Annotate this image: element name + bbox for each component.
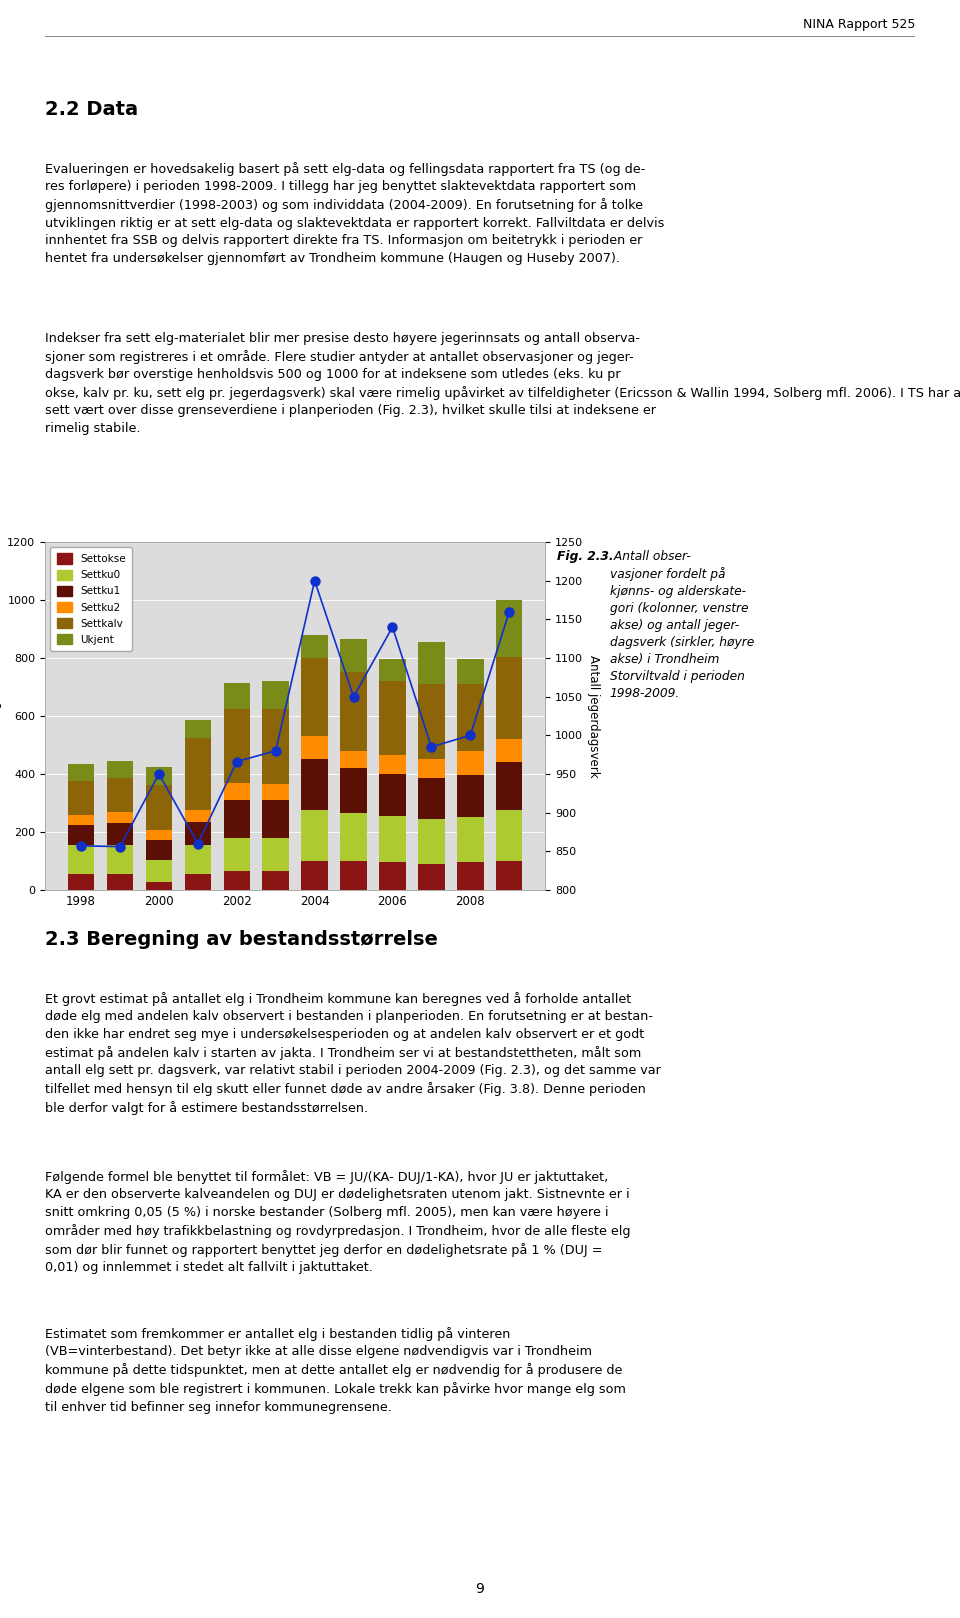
Bar — [379, 862, 406, 890]
Bar — [146, 767, 172, 785]
Bar — [107, 778, 133, 812]
Text: Antall obser-
vasjoner fordelt på
kjønns- og alderskate-
gori (kolonner, venstre: Antall obser- vasjoner fordelt på kjønns… — [610, 550, 754, 701]
Bar — [457, 684, 484, 751]
Bar — [457, 751, 484, 775]
Bar — [107, 845, 133, 874]
Bar — [341, 673, 367, 751]
Bar — [496, 762, 522, 811]
Bar — [379, 756, 406, 773]
Bar — [262, 709, 289, 785]
Bar — [419, 864, 444, 890]
Bar — [146, 861, 172, 882]
Bar — [379, 660, 406, 681]
Bar — [107, 812, 133, 824]
Bar — [419, 778, 444, 819]
Bar — [146, 882, 172, 890]
Legend: Settokse, Settku0, Settku1, Settku2, Settkalv, Ukjent: Settokse, Settku0, Settku1, Settku2, Set… — [50, 547, 132, 650]
Bar — [184, 811, 211, 822]
Y-axis label: Antall elg sett: Antall elg sett — [0, 675, 2, 757]
Bar — [496, 600, 522, 657]
Bar — [419, 684, 444, 759]
Bar — [301, 634, 328, 659]
Bar — [379, 815, 406, 862]
Bar — [262, 870, 289, 890]
Bar — [419, 819, 444, 864]
Text: 9: 9 — [475, 1582, 485, 1595]
Text: Evalueringen er hovedsakelig basert på sett elg-data og fellingsdata rapportert : Evalueringen er hovedsakelig basert på s… — [45, 162, 664, 265]
Bar — [184, 822, 211, 845]
Bar — [419, 642, 444, 684]
Bar — [224, 709, 250, 783]
Bar — [341, 769, 367, 814]
Bar — [68, 764, 94, 781]
Bar — [301, 861, 328, 890]
Bar — [457, 660, 484, 684]
Bar — [224, 683, 250, 709]
Bar — [262, 799, 289, 838]
Bar — [107, 760, 133, 778]
Bar — [301, 736, 328, 759]
Text: NINA Rapport 525: NINA Rapport 525 — [803, 18, 915, 31]
Bar — [457, 862, 484, 890]
Text: Et grovt estimat på antallet elg i Trondheim kommune kan beregnes ved å forholde: Et grovt estimat på antallet elg i Trond… — [45, 992, 661, 1115]
Bar — [496, 861, 522, 890]
Text: Følgende formel ble benyttet til formålet: VB = JU/(KA- DUJ/1-KA), hvor JU er ja: Følgende formel ble benyttet til formåle… — [45, 1170, 631, 1273]
Bar — [184, 845, 211, 874]
Bar — [68, 825, 94, 845]
Text: Estimatet som fremkommer er antallet elg i bestanden tidlig på vinteren
(VB=vint: Estimatet som fremkommer er antallet elg… — [45, 1327, 626, 1414]
Text: Indekser fra sett elg-materialet blir mer presise desto høyere jegerinnsats og a: Indekser fra sett elg-materialet blir me… — [45, 332, 960, 435]
Bar — [496, 657, 522, 739]
Bar — [379, 773, 406, 815]
Bar — [146, 840, 172, 861]
Bar — [262, 785, 289, 799]
Bar — [301, 659, 328, 736]
Bar — [224, 870, 250, 890]
Bar — [379, 681, 406, 756]
Bar — [457, 775, 484, 817]
Bar — [184, 874, 211, 890]
Bar — [341, 639, 367, 673]
Bar — [224, 783, 250, 799]
Bar — [107, 824, 133, 845]
Bar — [341, 814, 367, 861]
Text: 2.2 Data: 2.2 Data — [45, 100, 138, 120]
Bar — [301, 811, 328, 861]
Bar — [146, 830, 172, 840]
Bar — [184, 738, 211, 811]
Text: Fig. 2.3.: Fig. 2.3. — [557, 550, 613, 563]
Bar — [457, 817, 484, 862]
Bar — [496, 811, 522, 861]
Bar — [68, 814, 94, 825]
Bar — [496, 739, 522, 762]
Bar — [68, 874, 94, 890]
Bar — [146, 785, 172, 830]
Bar — [107, 874, 133, 890]
Bar — [419, 759, 444, 778]
Bar — [262, 838, 289, 870]
Bar — [262, 681, 289, 709]
Text: 2.3 Beregning av bestandsstørrelse: 2.3 Beregning av bestandsstørrelse — [45, 930, 438, 950]
Bar — [224, 799, 250, 838]
Bar — [341, 861, 367, 890]
Bar — [68, 781, 94, 814]
Y-axis label: Antall jegerdagsverk: Antall jegerdagsverk — [587, 655, 600, 777]
Bar — [184, 720, 211, 738]
Bar — [68, 845, 94, 874]
Bar — [341, 751, 367, 769]
Bar — [301, 759, 328, 811]
Bar — [224, 838, 250, 870]
